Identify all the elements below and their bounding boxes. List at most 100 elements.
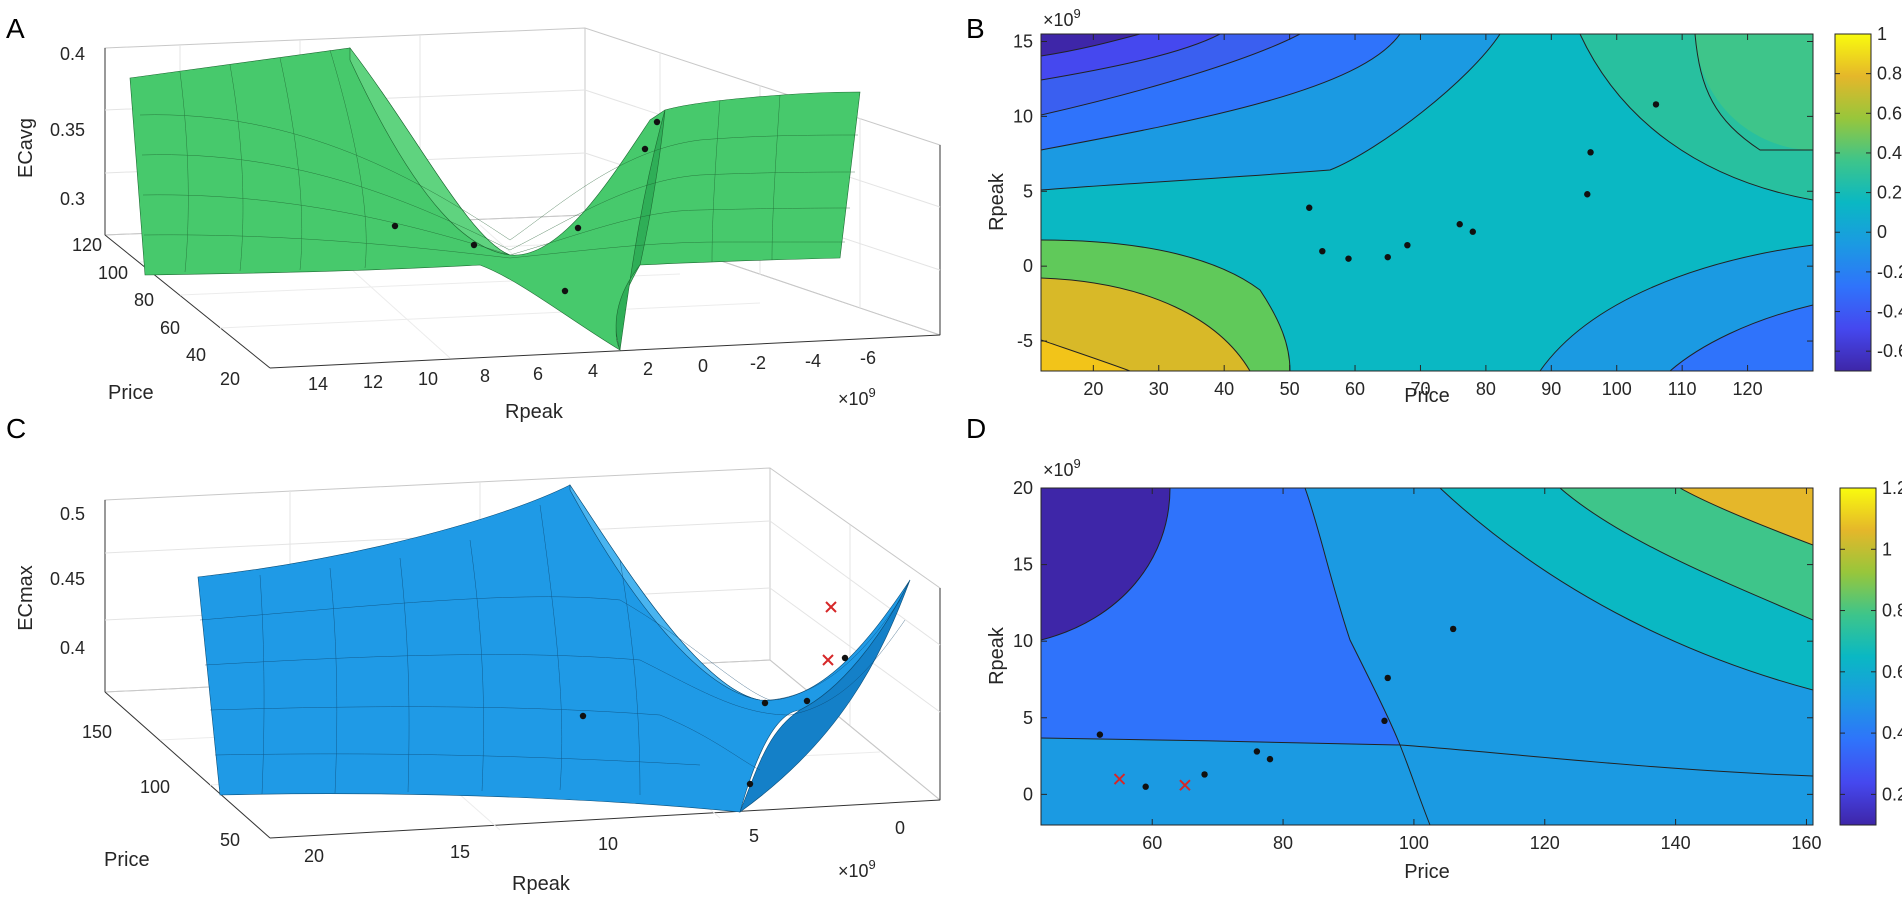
panel-a-x-tick: -6: [860, 348, 876, 368]
panel-c-x-tick: 0: [895, 818, 905, 838]
panel-a-x-tick: -2: [750, 353, 766, 373]
panel-b-colorbar-tick: -0.2: [1877, 262, 1902, 282]
panel-d-y-tick: 15: [1013, 555, 1033, 575]
panel-b-x-tick: 70: [1410, 379, 1430, 399]
panel-d-point: [1384, 674, 1391, 682]
panel-b-x-tick: 50: [1280, 379, 1300, 399]
panel-b-y-tick: 15: [1013, 31, 1033, 51]
panel-b-point: [1384, 253, 1391, 261]
panel-d-crosses: [1113, 773, 1191, 791]
panel-b-point: [1345, 255, 1352, 262]
panel-letter-a: A: [6, 13, 25, 44]
panel-c-surface-chart: 0.5 0.45 0.4 ECmax 150 100 50 Price 20 1…: [15, 467, 941, 895]
panel-a-z-tick: 0.3: [60, 189, 85, 209]
panel-b-y-tick: -5: [1017, 331, 1033, 351]
panel-b-contour-fills: [1041, 34, 1813, 371]
panel-c-point: [761, 699, 769, 707]
panel-a-z-tick: 0.4: [60, 44, 85, 64]
panel-a-x-tick: 0: [698, 356, 708, 376]
panel-c-y-label: Price: [104, 849, 150, 871]
panel-d-point: [1096, 731, 1104, 738]
panel-b-point: [1456, 221, 1463, 228]
panel-c-x-multiplier: ×109: [838, 857, 876, 881]
panel-b-colorbar-tick: 0.8: [1877, 64, 1902, 84]
panel-d-x-tick: 160: [1791, 833, 1821, 853]
panel-c-z-tick: 0.4: [60, 638, 85, 658]
panel-a-y-tick: 100: [98, 263, 128, 283]
panel-b-x-tick: 20: [1083, 379, 1103, 399]
panel-a-z-label: ECavg: [15, 118, 37, 178]
panel-b-x-tick: 90: [1541, 379, 1561, 399]
panel-c-point: [803, 697, 811, 705]
panel-b-x-tick: 40: [1214, 379, 1234, 399]
panel-a-x-label: Rpeak: [505, 401, 564, 423]
panel-d-colorbar-tick: 1.2: [1882, 478, 1902, 498]
panel-a-x-tick: 6: [533, 364, 543, 384]
panel-b-x-tick: 110: [1668, 379, 1697, 399]
panel-b-x-tick: 30: [1149, 379, 1169, 399]
panel-d-y-tick: 0: [1023, 784, 1033, 804]
panel-b-point: [1584, 191, 1591, 198]
panel-b-x-tick: 80: [1476, 379, 1496, 399]
panel-b-y-tick: 5: [1023, 181, 1033, 201]
panel-a-x-tick: 10: [418, 369, 438, 389]
panel-letter-d: D: [966, 413, 986, 444]
panel-a-x-multiplier: ×109: [838, 385, 876, 409]
panel-c-y-tick: 50: [220, 830, 240, 850]
panel-b-colorbar-tick: 0.2: [1877, 183, 1902, 203]
panel-d-colorbar-tick: 0.2: [1882, 784, 1902, 804]
panel-c-surface: [197, 484, 911, 813]
panel-a-x-tick: 12: [363, 372, 383, 392]
panel-a-y-tick: 20: [220, 369, 240, 389]
panel-d-cross-marker: [1179, 779, 1191, 791]
panel-c-x-tick: 5: [749, 826, 759, 846]
panel-d-colorbar-tick: 0.4: [1882, 723, 1902, 743]
panel-d-y-tick: 10: [1013, 631, 1033, 651]
panel-b-x-tick: 100: [1602, 379, 1632, 399]
panel-a-x-tick: 14: [308, 374, 328, 394]
panel-c-point: [746, 780, 754, 788]
panel-a-point: [641, 145, 649, 153]
panel-d-point: [1449, 625, 1457, 633]
panel-b-colorbar-tick: 0.4: [1877, 143, 1902, 163]
panel-letter-c: C: [6, 413, 26, 444]
panel-b-colorbar-tick: -0.6: [1877, 341, 1902, 361]
panel-c-x-tick: 10: [598, 834, 618, 854]
panel-d-cross-marker: [1113, 773, 1126, 785]
panel-d-colorbar-tick: 1: [1882, 539, 1892, 559]
panel-d-y-tick: 20: [1013, 478, 1033, 498]
panel-d-colorbar-tick: 0.8: [1882, 601, 1902, 621]
panel-d-x-tick: 100: [1399, 833, 1429, 853]
panel-b-y-tick: 10: [1013, 106, 1033, 126]
panel-b-x-tick: 120: [1733, 379, 1763, 399]
panel-d-x-tick: 80: [1273, 833, 1293, 853]
panel-c-y-tick: 100: [140, 777, 170, 797]
panel-b-x-label: Price: [1404, 385, 1450, 407]
panel-c-points: [579, 654, 849, 788]
panel-d-point: [1381, 717, 1388, 725]
panel-c-z-label: ECmax: [15, 565, 37, 631]
panel-b-y-multiplier: ×109: [1043, 6, 1081, 30]
panel-a-z-tick: 0.35: [50, 120, 85, 140]
panel-a-x-tick: 2: [643, 359, 653, 379]
panel-c-y-tick: 150: [82, 722, 112, 742]
panel-c-x-tick: 15: [450, 842, 470, 862]
panel-d-colorbar-tick: 0.6: [1882, 662, 1902, 682]
panel-a-y-tick: 80: [134, 290, 154, 310]
panel-d-contour-chart: 60 80 100 120 140 160 20 15 10 5 0 Price Rpeak ×10…: [986, 456, 1902, 883]
panel-d-point: [1253, 748, 1261, 755]
panel-b-point: [1319, 247, 1326, 255]
panel-a-point: [391, 222, 399, 230]
panel-d-x-label: Price: [1404, 861, 1450, 883]
panel-a-y-tick: 60: [160, 318, 180, 338]
panel-b-x-tick: 60: [1345, 379, 1365, 399]
panel-b-colorbar: [1834, 33, 1872, 372]
panel-d-colorbar: [1839, 487, 1877, 826]
panel-a-x-tick: 8: [480, 366, 490, 386]
panel-d-y-label: Rpeak: [986, 626, 1008, 685]
panel-a-point: [470, 241, 478, 249]
panel-b-colorbar-tick: -0.4: [1877, 302, 1902, 322]
panel-b-point: [1469, 228, 1476, 235]
